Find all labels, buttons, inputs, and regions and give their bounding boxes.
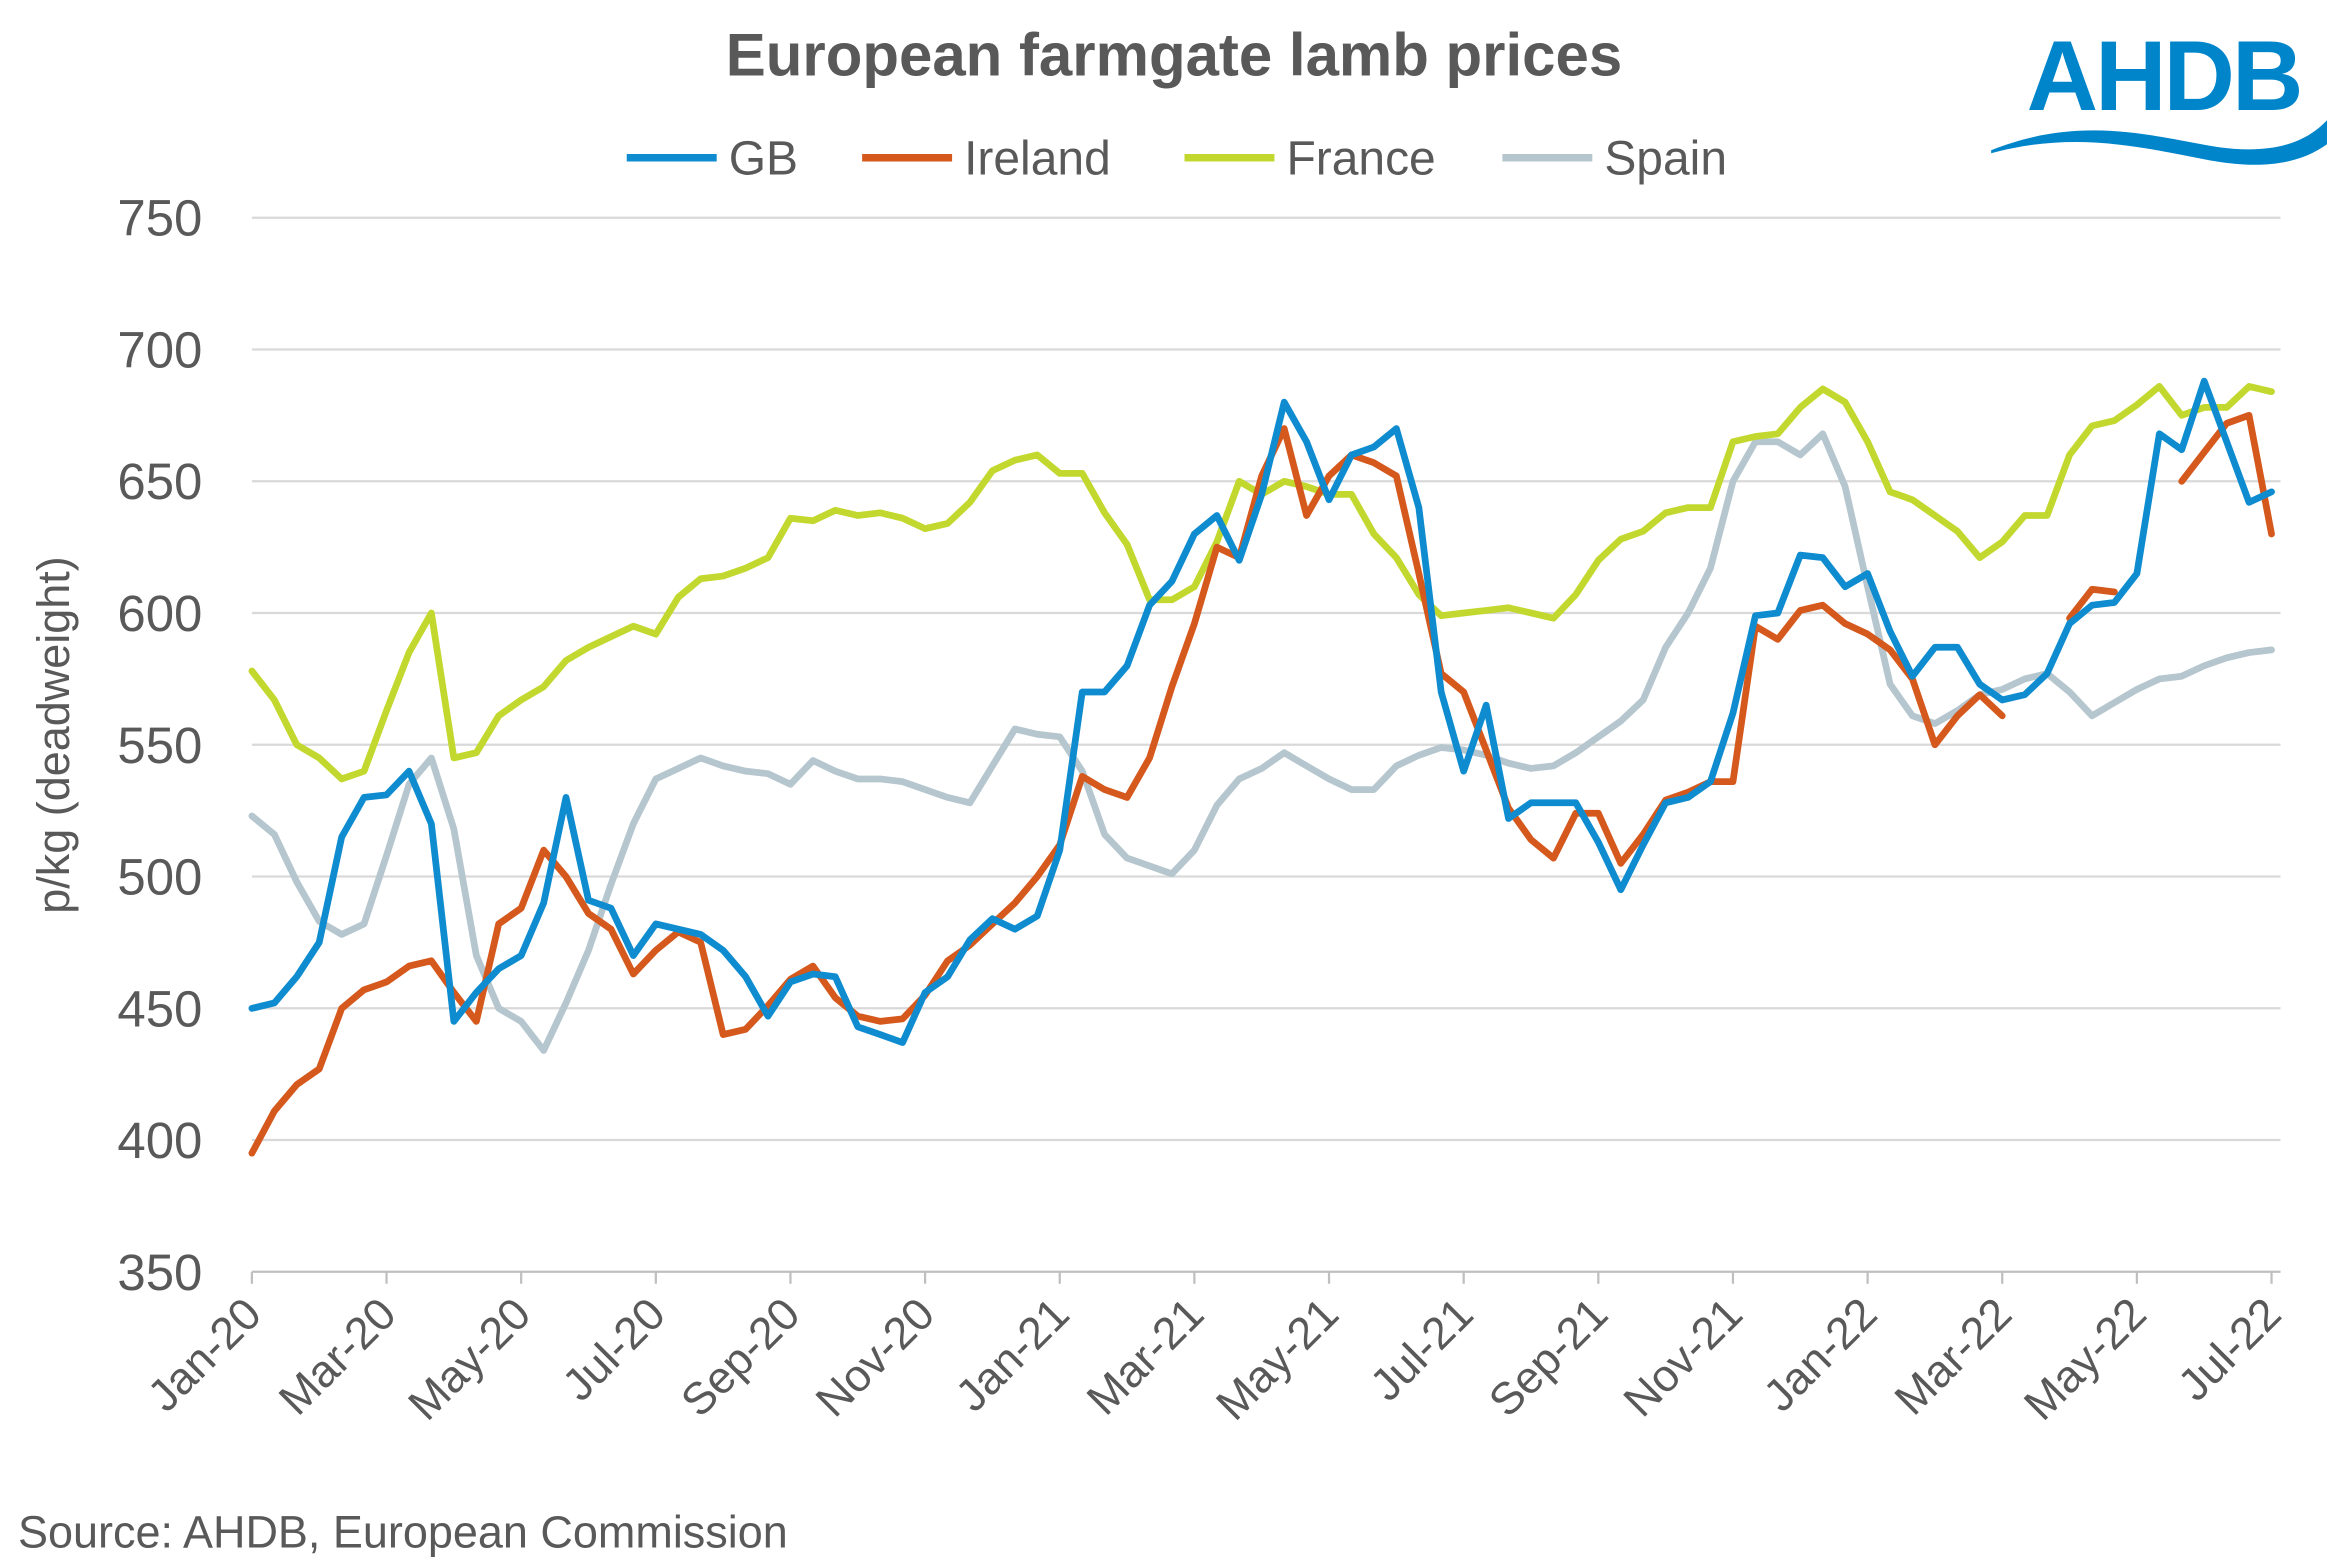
legend-item-gb: GB (626, 132, 798, 185)
gridlines (251, 216, 2281, 1142)
legend-label: Spain (1604, 132, 1727, 185)
logo-swoosh-icon (1991, 120, 2328, 165)
y-tick-label: 350 (117, 1244, 202, 1301)
x-tick-label: May-20 (398, 1288, 540, 1430)
series-line-france (248, 383, 2275, 783)
y-tick-label: 400 (117, 1112, 202, 1169)
x-tick-label: Mar-22 (1885, 1288, 2022, 1425)
y-tick-label: 550 (117, 717, 202, 774)
y-tick-label: 450 (117, 980, 202, 1037)
series-line-spain (248, 430, 2275, 1054)
y-axis-label: p/kg (deadweight) (28, 556, 79, 913)
legend-label: Ireland (964, 132, 1111, 185)
x-tick-label: May-21 (1206, 1288, 1348, 1430)
x-tick-label: Nov-20 (806, 1288, 945, 1427)
series-line-ireland (248, 411, 2275, 1157)
x-tick-label: Sep-21 (1479, 1288, 1618, 1427)
legend-item-ireland: Ireland (862, 132, 1111, 185)
y-tick-label: 500 (117, 849, 202, 906)
logo-text: AHDB (2027, 20, 2301, 131)
x-tick-label: Sep-20 (671, 1288, 810, 1427)
legend-label: GB (729, 132, 798, 185)
x-tick-label: Jan-21 (946, 1288, 1079, 1421)
x-tick-label: May-22 (2014, 1288, 2156, 1430)
y-tick-label: 650 (117, 453, 202, 510)
x-tick-label: Jul-20 (552, 1288, 675, 1411)
legend: GB Ireland France Spain (626, 132, 1727, 185)
y-axis: 350 400 450 500 550 600 650 700 750 (117, 190, 202, 1301)
x-tick-label: Mar-21 (1077, 1288, 1214, 1425)
ahdb-logo: AHDB (1991, 20, 2328, 165)
x-tick-label: Jan-22 (1753, 1288, 1886, 1421)
y-tick-label: 700 (117, 321, 202, 378)
series-line-gb (248, 377, 2275, 1046)
legend-item-france: France (1184, 132, 1436, 185)
y-tick-label: 600 (117, 585, 202, 642)
x-tick-label: Jul-21 (1360, 1288, 1483, 1411)
legend-label: France (1286, 132, 1435, 185)
chart-title: European farmgate lamb prices (726, 21, 1623, 88)
source-note: Source: AHDB, European Commission (18, 1507, 788, 1558)
legend-item-spain: Spain (1502, 132, 1727, 185)
x-tick-label: Mar-20 (269, 1288, 406, 1425)
x-tick-label: Jul-22 (2168, 1288, 2291, 1411)
x-tick-label: Nov-21 (1613, 1288, 1752, 1427)
y-tick-label: 750 (117, 190, 202, 247)
x-tick-label: Jan-20 (138, 1288, 271, 1421)
series-lines (248, 377, 2275, 1157)
